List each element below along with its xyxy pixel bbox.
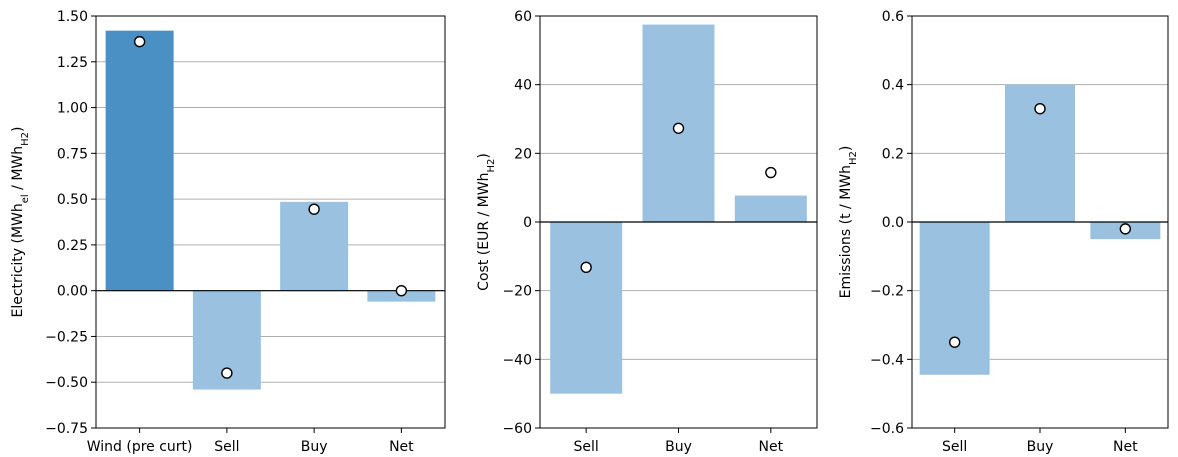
bar-wind-pre-curt — [105, 30, 174, 291]
y-axis-title: Emissions (t / MWhH2) — [838, 146, 859, 299]
y-tick-label: 60 — [514, 9, 532, 25]
marker-point — [395, 284, 408, 297]
y-tick-label: −0.75 — [45, 421, 88, 437]
marker-point — [672, 122, 685, 134]
marker-point — [308, 203, 320, 215]
x-tick-label: Buy — [301, 439, 328, 455]
y-tick-label: 0 — [523, 215, 532, 231]
y-tick-label: −20 — [502, 284, 532, 300]
y-tick-label: 0.50 — [57, 192, 88, 208]
marker-point — [1119, 223, 1132, 235]
y-tick-label: −40 — [502, 352, 532, 368]
y-tick-label: 0.4 — [882, 78, 904, 94]
x-tick-label: Net — [389, 439, 414, 455]
marker-point — [133, 35, 146, 48]
y-tick-label: −0.25 — [45, 329, 88, 345]
y-tick-label: 0.75 — [57, 146, 88, 162]
chart-panel-1: −0.75 −0.50 −0.25 0.00 0.25 0.50 0.75 1.00 1.25 1… — [10, 9, 446, 455]
bar-sell — [919, 222, 990, 375]
x-tick-label: Sell — [942, 439, 967, 455]
chart-panel-3: −0.6 −0.4 −0.2 0.0 0.2 0.4 0.6 Sell Buy Net Emissi… — [838, 9, 1169, 455]
y-tick-label: 1.00 — [57, 101, 88, 117]
plot-frame — [95, 15, 446, 429]
x-tick-label: Buy — [1027, 439, 1054, 455]
y-tick-label: 20 — [514, 146, 532, 162]
y-axis-title: Electricity (MWhel / MWhH2) — [10, 127, 31, 318]
y-tick-label: 0.6 — [882, 9, 904, 25]
x-tick-label: Sell — [214, 439, 239, 455]
x-tick-label: Wind (pre curt) — [87, 439, 193, 455]
y-tick-label: 40 — [514, 78, 532, 94]
marker-point — [580, 261, 592, 274]
x-tick-label: Net — [1113, 439, 1138, 455]
y-tick-label: 0.0 — [882, 215, 904, 231]
marker-point — [948, 336, 961, 348]
x-tick-label: Buy — [665, 439, 692, 455]
y-tick-label: −0.4 — [870, 352, 904, 368]
y-tick-label: −0.2 — [870, 284, 904, 300]
y-tick-label: 0.00 — [57, 284, 88, 300]
y-axis-title: Cost (EUR / MWhH2) — [476, 153, 497, 291]
x-tick-label: Net — [759, 439, 784, 455]
y-tick-label: −60 — [502, 421, 532, 437]
y-tick-label: 1.25 — [57, 55, 88, 71]
chart-panel-2: −60 −40 −20 0 20 40 60 Sell Buy Net Cost (EUR / MW… — [476, 9, 818, 455]
bar-sell — [550, 222, 623, 394]
y-tick-label: 0.25 — [57, 238, 88, 254]
y-tick-label: −0.6 — [870, 421, 904, 437]
x-tick-label: Sell — [574, 439, 599, 455]
y-tick-label: −0.50 — [45, 375, 88, 391]
bar-net — [734, 195, 807, 222]
marker-point — [1034, 102, 1046, 115]
y-tick-label: 0.2 — [882, 146, 904, 162]
y-tick-label: 1.50 — [57, 9, 88, 25]
bar-buy — [280, 201, 349, 291]
marker-point — [765, 166, 777, 179]
marker-point — [221, 367, 233, 379]
